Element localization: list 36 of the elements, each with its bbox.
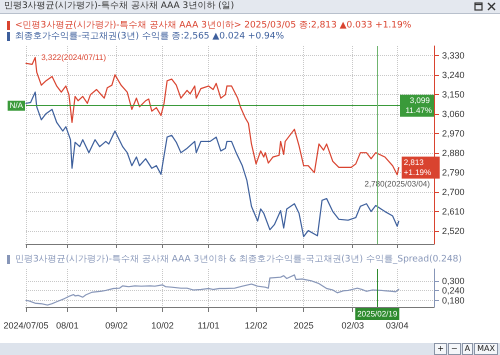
x-tick-label: 08/01 — [56, 320, 79, 330]
chart-title: 민평3사평균(시가평가)-특수채 공사채 AAA 3년이하 (일) — [0, 0, 500, 14]
x-tick-label: 10/02 — [151, 320, 174, 330]
y-tick-label: 2,520 — [442, 226, 465, 236]
text: A — [462, 343, 474, 355]
y-tick-label: 3,240 — [442, 70, 465, 80]
text: MAX — [474, 343, 498, 355]
annotation: N/A — [10, 101, 24, 110]
x-tick-label: 2024/07/05 — [3, 320, 49, 330]
y-tick-label: 0,240 — [442, 286, 465, 296]
y-tick-label: 2,610 — [442, 206, 465, 217]
ref-line-label: 3,099 11.47% — [405, 96, 432, 116]
x-tick-label: 03/04 — [386, 320, 408, 330]
x-tick-label: 12/02 — [244, 320, 268, 330]
y-tick-label: 2,700 — [442, 187, 465, 198]
legend-label: 민평3사평균(시가평가)-특수채 공사채 AAA 3년이하 & 최종호가수익률-국고채권(3년) 수익률_Spread(0.248) — [15, 254, 462, 264]
line-series — [25, 274, 400, 306]
x-tick-label: 09/02 — [105, 320, 128, 330]
data-label: 3,322(2024/07/11) — [41, 52, 106, 62]
y-tick-label: 2,880 — [442, 148, 465, 158]
data-label: 2,813 +1.19% — [404, 158, 432, 178]
y-tick-label: 3,060 — [442, 109, 465, 120]
y-tick-label: 2,790 — [442, 168, 465, 178]
text: + — [434, 343, 447, 355]
y-tick-label: 3,330 — [442, 50, 465, 61]
x-tick-label: 02/03 — [341, 320, 364, 330]
y-tick-label: 2,970 — [442, 128, 465, 139]
x-tick-label: 11/01 — [198, 320, 220, 330]
y-tick-label: 0,180 — [442, 295, 465, 306]
y-tick-label: 0,300 — [442, 276, 465, 286]
legend-label: <민평3사평균(시가평가)-특수채 공사채 AAA 3년이하> 2025/03/05 종:2,813 ▲0.033 +1.19% — [15, 20, 412, 30]
x-tick-label: 2025 — [294, 320, 314, 330]
y-tick-label: 3,150 — [442, 90, 465, 100]
ref-line-label: 2025/02/19 — [357, 310, 398, 318]
text: − — [448, 343, 461, 355]
legend-label: 최종호가수익률-국고채권(3년) 수익률 종:2,565 ▲0.024 +0.94% — [15, 32, 285, 42]
